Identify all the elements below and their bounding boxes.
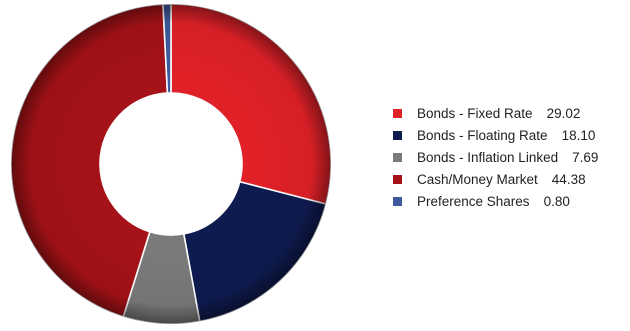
legend-label: Cash/Money Market xyxy=(417,171,538,187)
legend-label: Preference Shares xyxy=(417,193,530,209)
legend-swatch xyxy=(393,152,402,162)
legend-item-cash-money-market: Cash/Money Market 44.38 xyxy=(393,168,598,190)
legend-swatch xyxy=(393,130,402,140)
donut-hole xyxy=(100,93,242,235)
legend-swatch xyxy=(393,196,402,206)
legend-item-preference-shares: Preference Shares 0.80 xyxy=(393,190,598,212)
legend-swatch xyxy=(393,108,402,118)
legend-value: 44.38 xyxy=(551,171,586,187)
legend-swatch xyxy=(393,174,402,184)
chart-legend: Bonds - Fixed Rate 29.02 Bonds - Floatin… xyxy=(393,102,598,212)
legend-value: 0.80 xyxy=(543,193,570,209)
legend-value: 29.02 xyxy=(546,105,581,121)
legend-label: Bonds - Inflation Linked xyxy=(417,149,559,165)
legend-item-bonds-floating-rate: Bonds - Floating Rate 18.10 xyxy=(393,124,598,146)
legend-item-bonds-inflation-linked: Bonds - Inflation Linked 7.69 xyxy=(393,146,598,168)
legend-value: 18.10 xyxy=(561,127,596,143)
legend-item-bonds-fixed-rate: Bonds - Fixed Rate 29.02 xyxy=(393,102,598,124)
legend-label: Bonds - Floating Rate xyxy=(417,127,548,143)
legend-label: Bonds - Fixed Rate xyxy=(417,105,533,121)
legend-value: 7.69 xyxy=(572,149,599,165)
